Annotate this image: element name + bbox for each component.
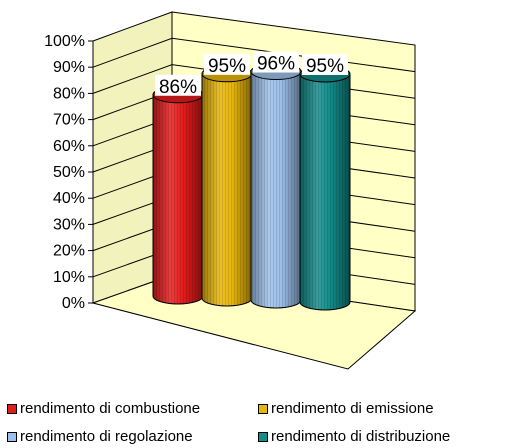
data-label-4: 95% <box>302 54 348 77</box>
y-tick-label: 10% <box>53 269 85 286</box>
data-label-bg <box>302 54 348 75</box>
data-labels: 86% 95% 96% 95% <box>155 51 348 98</box>
y-tick-label: 0% <box>62 295 85 312</box>
y-tick-label: 60% <box>53 138 85 155</box>
data-label-1: 86% <box>155 74 201 98</box>
y-tick-label: 70% <box>53 112 85 129</box>
y-tick-label: 20% <box>53 243 85 260</box>
y-axis: 0% 10% 20% 30% 40% 50% 60% 70% 80% 90% 100% <box>44 33 94 312</box>
data-label-text: 96% <box>257 54 295 75</box>
y-tick-label: 40% <box>53 190 85 207</box>
bar-texture-overlay <box>300 74 350 310</box>
y-tick-label: 30% <box>53 216 85 233</box>
data-label-text: 95% <box>208 56 246 77</box>
y-tick-label: 90% <box>53 59 85 76</box>
bars-group <box>152 63 351 311</box>
data-label-bg <box>155 74 201 96</box>
data-label-bg <box>204 53 250 75</box>
data-label-bg <box>253 51 299 73</box>
bar-texture-overlay <box>153 94 203 304</box>
y-tick-label: 50% <box>53 164 85 181</box>
bar-texture-overlay <box>202 73 252 306</box>
data-label-2: 95% <box>204 53 250 77</box>
data-label-text: 95% <box>306 56 344 77</box>
y-tick-label: 100% <box>44 33 85 50</box>
bar-texture-overlay <box>251 71 301 309</box>
y-tick-label: 80% <box>53 85 85 102</box>
data-label-3: 96% <box>253 51 299 75</box>
data-label-text: 86% <box>159 77 197 98</box>
